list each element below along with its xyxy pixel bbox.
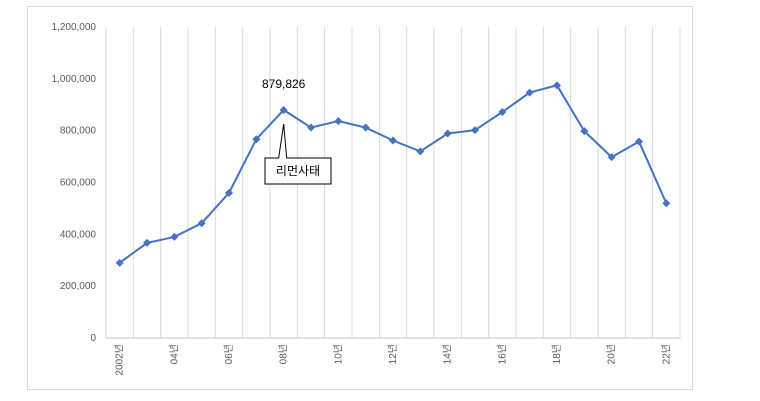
data-point xyxy=(361,123,370,132)
y-tick-label: 200,000 xyxy=(60,281,97,292)
data-point xyxy=(115,258,124,267)
data-point xyxy=(252,135,261,144)
callout-lehman: 리먼사태 xyxy=(264,123,332,185)
x-tick-label: 08년 xyxy=(278,344,290,364)
x-tick-label: 14년 xyxy=(442,344,454,364)
data-point xyxy=(225,188,233,197)
x-tick-label: 04년 xyxy=(168,344,180,364)
data-point xyxy=(471,126,479,135)
data-point xyxy=(416,147,425,156)
data-point xyxy=(498,108,507,117)
y-tick-label: 1,000,000 xyxy=(52,74,97,85)
x-tick-label: 22년 xyxy=(660,344,672,364)
y-tick-label: 400,000 xyxy=(60,229,97,240)
data-point xyxy=(662,199,671,208)
x-axis-ticks: 2002년 04년 06년 08년 10년 12년 14년 16년 18년 20년 22년 xyxy=(114,344,673,375)
x-tick-label: 16년 xyxy=(496,344,508,364)
series-points xyxy=(115,81,671,267)
data-point xyxy=(443,129,452,138)
x-tick-label: 12년 xyxy=(387,344,399,364)
data-point xyxy=(143,238,151,247)
x-tick-label: 06년 xyxy=(223,344,235,364)
data-label-peak: 879,826 xyxy=(262,77,306,91)
y-tick-label: 600,000 xyxy=(60,178,97,189)
data-point xyxy=(553,81,561,90)
series-line xyxy=(119,84,668,264)
data-point xyxy=(279,105,288,114)
data-point xyxy=(334,117,343,126)
data-point xyxy=(307,123,315,132)
data-point xyxy=(389,136,397,145)
y-tick-label: 800,000 xyxy=(60,126,97,137)
line-chart: 0 200,000 400,000 600,000 800,000 1,000,000 1,… xyxy=(52,22,681,375)
data-point xyxy=(525,88,534,97)
data-point xyxy=(635,137,643,146)
data-point xyxy=(170,232,179,241)
x-tick-label: 18년 xyxy=(551,344,563,364)
data-point xyxy=(197,219,206,228)
callout-text: 리먼사태 xyxy=(276,164,320,178)
data-point xyxy=(580,127,589,136)
x-tick-label: 20년 xyxy=(606,344,618,364)
y-axis-ticks: 0 200,000 400,000 600,000 800,000 1,000,000 1,… xyxy=(52,22,97,344)
x-tick-label: 2002년 xyxy=(114,344,126,375)
data-point xyxy=(607,153,616,162)
vertical-gridlines xyxy=(105,27,681,338)
x-tick-label: 10년 xyxy=(332,344,344,364)
y-tick-label: 1,200,000 xyxy=(52,22,97,33)
chart-frame: 0 200,000 400,000 600,000 800,000 1,000,000 1,… xyxy=(27,6,693,390)
y-tick-label: 0 xyxy=(90,333,96,344)
callout-box xyxy=(264,123,332,185)
